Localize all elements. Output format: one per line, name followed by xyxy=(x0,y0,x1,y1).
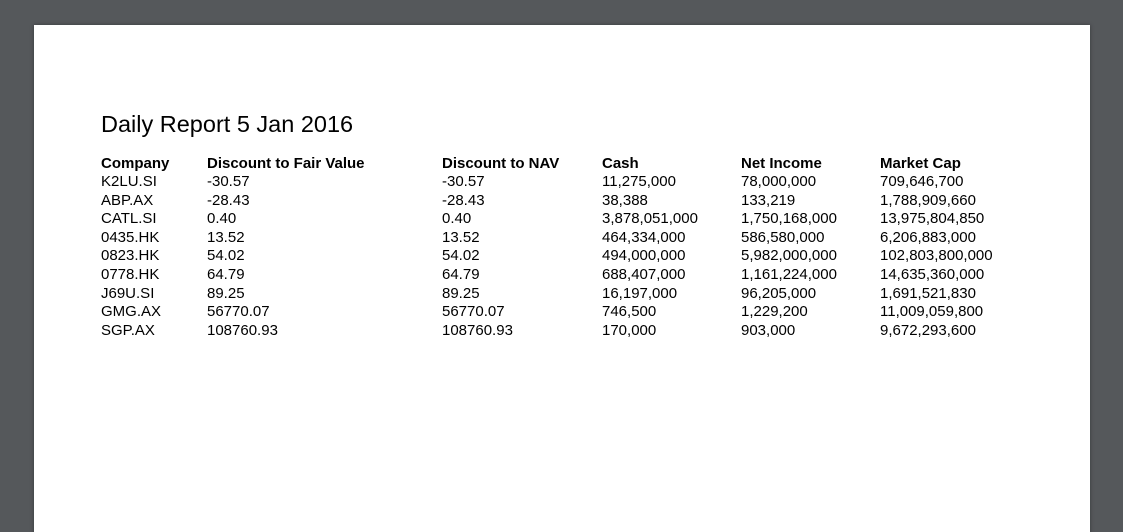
cell-company: K2LU.SI xyxy=(101,173,157,190)
report-table: Company Discount to Fair Value Discount … xyxy=(101,155,1020,340)
cell-discount-nav: 108760.93 xyxy=(442,321,513,339)
cell-discount-fair-value: 54.02 xyxy=(207,247,245,265)
cell-discount-fair-value: 13.52 xyxy=(207,228,245,246)
column-header-market-cap: Market Cap xyxy=(880,155,961,172)
table-row: 0823.HK 54.02 54.02 494,000,000 5,982,00… xyxy=(101,247,1020,266)
cell-discount-nav: 0.40 xyxy=(442,210,472,228)
cell-net-income: 78,000,000 xyxy=(741,173,817,190)
cell-market-cap: 1,788,909,660 xyxy=(880,191,976,209)
cell-discount-nav: 56770.07 xyxy=(442,303,505,321)
column-header-cash: Cash xyxy=(602,155,639,172)
table-row: K2LU.SI -30.57 -30.57 11,275,000 78,000,… xyxy=(101,173,1020,192)
cell-net-income: 903,000 xyxy=(741,321,796,339)
cell-company: 0823.HK xyxy=(101,247,160,265)
cell-market-cap: 1,691,521,830 xyxy=(880,284,976,302)
report-page: Daily Report 5 Jan 2016 Company Discount… xyxy=(34,25,1090,532)
cell-net-income: 133,219 xyxy=(741,191,796,209)
cell-discount-nav: 64.79 xyxy=(442,265,480,283)
cell-discount-nav: 89.25 xyxy=(442,284,480,302)
cell-discount-fair-value: -28.43 xyxy=(207,191,250,209)
cell-market-cap: 14,635,360,000 xyxy=(880,265,985,283)
column-header-discount-fair-value: Discount to Fair Value xyxy=(207,155,365,172)
cell-net-income: 1,161,224,000 xyxy=(741,265,837,283)
cell-discount-nav: -30.57 xyxy=(442,173,485,190)
table-row: J69U.SI 89.25 89.25 16,197,000 96,205,00… xyxy=(101,285,1020,304)
cell-discount-nav: -28.43 xyxy=(442,191,485,209)
table-row: 0778.HK 64.79 64.79 688,407,000 1,161,22… xyxy=(101,266,1020,285)
cell-cash: 11,275,000 xyxy=(602,173,676,190)
cell-discount-fair-value: 64.79 xyxy=(207,265,245,283)
cell-company: CATL.SI xyxy=(101,210,157,228)
table-row: GMG.AX 56770.07 56770.07 746,500 1,229,2… xyxy=(101,303,1020,322)
cell-discount-fair-value: 89.25 xyxy=(207,284,245,302)
cell-discount-fair-value: 56770.07 xyxy=(207,303,270,321)
table-row: SGP.AX 108760.93 108760.93 170,000 903,0… xyxy=(101,322,1020,341)
cell-cash: 746,500 xyxy=(602,303,657,321)
cell-cash: 38,388 xyxy=(602,191,648,209)
column-header-company: Company xyxy=(101,155,170,172)
cell-market-cap: 9,672,293,600 xyxy=(880,321,976,339)
cell-market-cap: 6,206,883,000 xyxy=(880,228,976,246)
table-header-row: Company Discount to Fair Value Discount … xyxy=(101,155,1020,173)
table-row: CATL.SI 0.40 0.40 3,878,051,000 1,750,16… xyxy=(101,210,1020,229)
cell-cash: 16,197,000 xyxy=(602,284,678,302)
column-header-net-income: Net Income xyxy=(741,155,822,172)
cell-net-income: 1,229,200 xyxy=(741,303,808,321)
cell-company: J69U.SI xyxy=(101,284,155,302)
cell-market-cap: 102,803,800,000 xyxy=(880,247,993,265)
cell-cash: 494,000,000 xyxy=(602,247,686,265)
cell-cash: 3,878,051,000 xyxy=(602,210,698,228)
report-title: Daily Report 5 Jan 2016 xyxy=(101,111,354,137)
cell-company: GMG.AX xyxy=(101,303,162,321)
cell-company: ABP.AX xyxy=(101,191,154,209)
cell-discount-nav: 13.52 xyxy=(442,228,480,246)
cell-discount-nav: 54.02 xyxy=(442,247,480,265)
cell-discount-fair-value: -30.57 xyxy=(207,173,250,190)
cell-market-cap: 709,646,700 xyxy=(880,173,964,190)
cell-discount-fair-value: 0.40 xyxy=(207,210,237,228)
cell-market-cap: 13,975,804,850 xyxy=(880,210,985,228)
cell-net-income: 586,580,000 xyxy=(741,228,825,246)
cell-net-income: 96,205,000 xyxy=(741,284,817,302)
table-row: 0435.HK 13.52 13.52 464,334,000 586,580,… xyxy=(101,229,1020,248)
cell-discount-fair-value: 108760.93 xyxy=(207,321,278,339)
cell-company: 0778.HK xyxy=(101,265,160,283)
cell-company: 0435.HK xyxy=(101,228,160,246)
cell-cash: 688,407,000 xyxy=(602,265,686,283)
cell-market-cap: 11,009,059,800 xyxy=(880,303,984,321)
table-row: ABP.AX -28.43 -28.43 38,388 133,219 1,78… xyxy=(101,192,1020,211)
cell-net-income: 1,750,168,000 xyxy=(741,210,837,228)
cell-cash: 170,000 xyxy=(602,321,657,339)
cell-net-income: 5,982,000,000 xyxy=(741,247,837,265)
cell-cash: 464,334,000 xyxy=(602,228,686,246)
column-header-discount-nav: Discount to NAV xyxy=(442,155,560,172)
cell-company: SGP.AX xyxy=(101,321,155,339)
